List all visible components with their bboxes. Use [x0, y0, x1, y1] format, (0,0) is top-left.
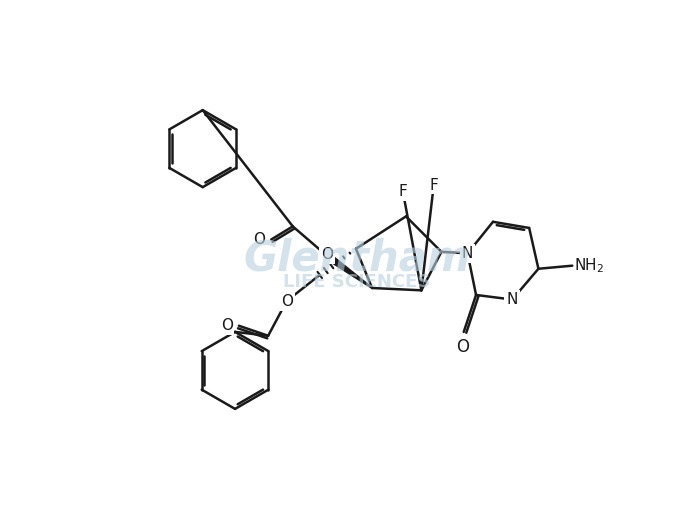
Text: O: O [321, 246, 333, 262]
Text: O: O [221, 318, 232, 333]
Text: O: O [456, 338, 468, 356]
Polygon shape [324, 252, 372, 288]
Text: F: F [399, 184, 407, 199]
Text: O: O [253, 232, 265, 247]
Text: N: N [462, 246, 473, 261]
Text: LIFE SCIENCES: LIFE SCIENCES [283, 273, 430, 291]
Text: O: O [280, 294, 292, 308]
Text: F: F [429, 178, 438, 193]
Text: N: N [507, 292, 518, 307]
Text: NH$_2$: NH$_2$ [574, 256, 604, 275]
Text: Glentham: Glentham [243, 238, 470, 280]
